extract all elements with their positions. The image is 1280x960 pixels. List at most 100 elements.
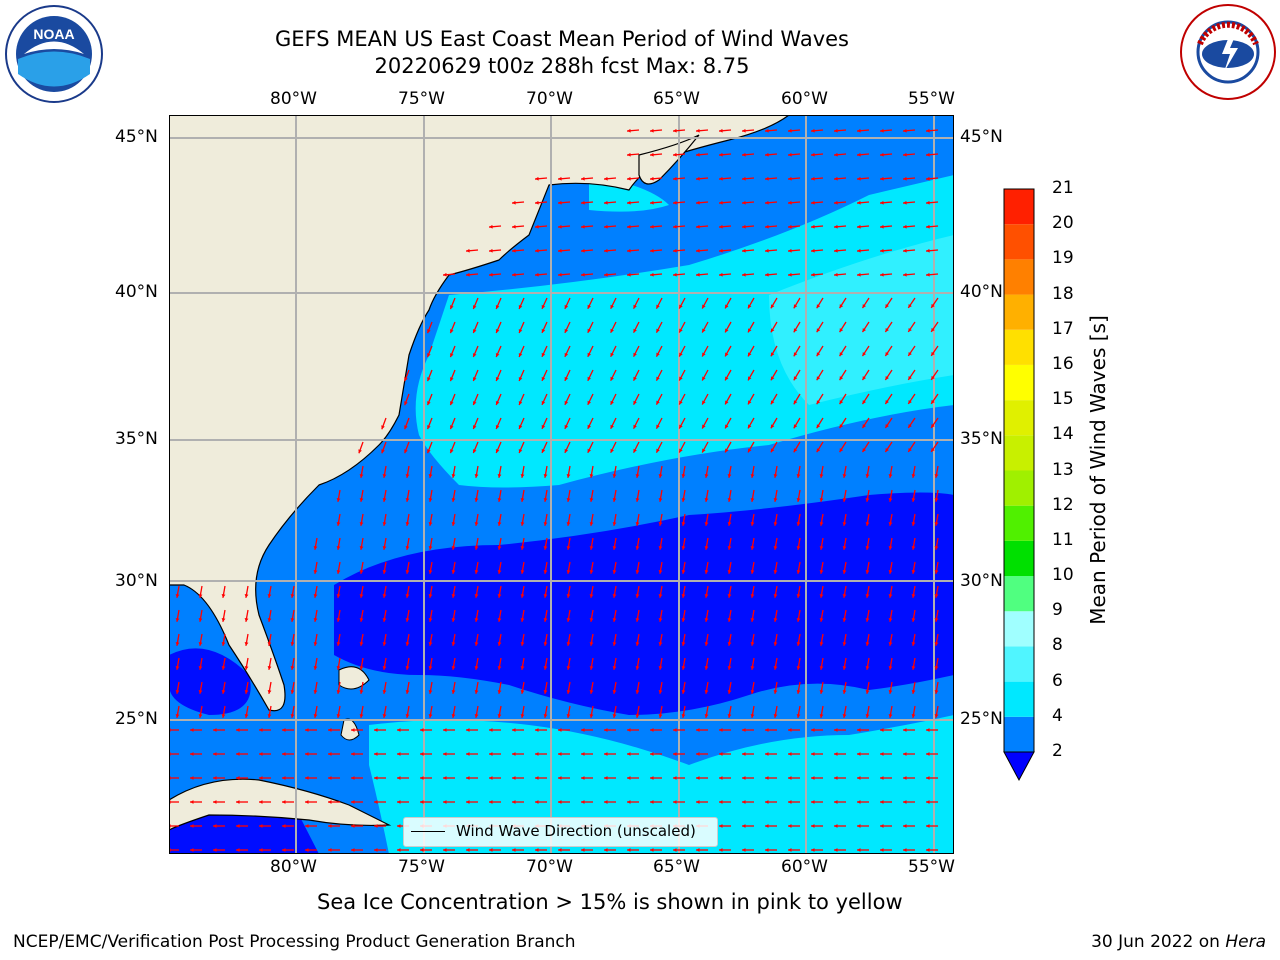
lon-label-bottom-4: 65°W [653,857,700,877]
wind-wave-arrow-head [512,200,516,205]
wind-wave-arrow-head [351,848,355,852]
wind-wave-arrow-head [589,474,594,478]
wind-wave-arrow-head [635,522,640,526]
svg-text:NOAA: NOAA [33,26,74,42]
wind-wave-arrow-head [834,848,838,852]
wind-wave-arrow-head [834,824,838,828]
wind-wave-arrow-head [673,752,677,756]
wind-wave-arrow-head [727,618,732,622]
wind-wave-arrow-head [865,714,870,718]
wind-wave-arrow-head [564,424,569,429]
wind-wave-arrow-head [244,690,249,694]
wind-wave-arrow-head [702,400,706,405]
wind-wave-arrow-head [558,800,562,804]
wind-wave-arrow-head [658,594,663,598]
wind-wave-arrow-head [397,728,401,732]
wind-wave-arrow-head [543,666,548,670]
wind-wave-arrow-head [451,474,456,478]
lat-label-right-4: 30°N [960,571,1003,591]
wind-wave-arrow-head [908,375,912,380]
wind-wave-arrow-head [788,128,792,133]
wind-wave-arrow-head [681,498,686,502]
wind-wave-arrow-head [793,424,798,429]
wind-wave-arrow-head [450,305,454,310]
wind-wave-arrow-head [190,776,194,780]
title-line-1: GEFS MEAN US East Coast Mean Period of W… [275,27,849,51]
wind-wave-arrow-head [811,176,815,181]
wind-wave-arrow-head [351,752,355,756]
colorbar-cell [1004,364,1034,401]
wind-wave-arrow-head [472,377,477,382]
wind-wave-arrow-head [518,352,523,357]
wind-wave-arrow-head [604,272,608,277]
wind-wave-arrow-head [404,401,408,406]
wind-wave-arrow-head [880,128,884,133]
wind-wave-arrow-head [497,690,502,694]
wind-wave-arrow-head [543,570,548,574]
wind-wave-arrow-head [497,642,502,646]
wind-wave-arrow-head [587,328,592,333]
wind-wave-arrow-head [650,200,654,205]
wind-wave-arrow-head [236,848,240,852]
wind-wave-arrow-head [627,728,631,732]
wind-wave-arrow-head [428,498,433,502]
wind-wave-arrow-head [650,776,654,780]
wind-wave-arrow-head [839,400,844,405]
wind-wave-arrow-head [495,377,500,382]
wind-wave-arrow-head [742,224,746,229]
footer-date-text: 30 Jun 2022 on [1091,932,1226,952]
wind-wave-arrow-head [888,618,893,622]
wind-wave-arrow-head [673,728,677,732]
wind-wave-arrow-head [727,714,732,718]
wind-wave-arrow-head [819,522,824,526]
wind-wave-arrow-head [656,352,660,357]
wind-wave-arrow-head [750,546,755,550]
wind-wave-arrow-head [190,824,194,828]
lat-label-right-3: 35°N [960,429,1003,449]
wind-wave-arrow-head [839,352,844,357]
wind-wave-arrow-head [420,800,424,804]
wind-wave-arrow-head [696,152,700,157]
wind-wave-arrow-head [443,800,447,804]
wind-wave-arrow-head [658,618,663,622]
wind-wave-arrow-head [934,714,939,718]
wind-wave-arrow-head [696,128,700,133]
wind-wave-arrow-head [535,200,539,205]
wind-wave-arrow-head [658,474,663,478]
wind-wave-arrow-head [748,352,752,357]
wind-wave-arrow-head [842,570,847,574]
wind-wave-arrow-head [610,328,614,333]
wind-wave-arrow-head [566,714,571,718]
wind-wave-arrow-head [489,272,493,277]
wind-wave-arrow-head [374,848,378,852]
wind-wave-arrow-head [374,752,378,756]
wind-wave-arrow-head [589,570,594,574]
wind-wave-arrow-head [765,152,769,157]
wind-wave-arrow-head [566,594,571,598]
graticule [169,115,954,854]
wind-wave-arrow-head [857,776,861,780]
wind-wave-arrow-head [566,546,571,550]
wind-wave-arrow-head [589,594,594,598]
colorbar-tick-label: 20 [1052,213,1074,234]
wind-wave-arrow-head [474,498,479,502]
wind-wave-arrow-head [908,399,912,404]
wind-wave-arrow-head [679,352,683,357]
lat-label-right-2: 40°N [960,282,1003,302]
wind-wave-arrow-head [773,714,778,718]
wind-wave-arrow-head [842,594,847,598]
wind-wave-arrow-head [497,522,502,526]
lat-label-right-1: 45°N [960,127,1003,147]
wind-wave-arrow-head [765,800,769,804]
colorbar-cell [1004,540,1034,577]
wind-wave-arrow-head [374,776,378,780]
wind-wave-arrow-head [259,848,263,852]
wind-wave-arrow-head [633,448,637,453]
colorbar-extend-arrow [1003,751,1035,782]
wind-wave-arrow-head [926,200,930,205]
wind-wave-arrow-head [520,594,525,598]
lon-label-top-5: 60°W [781,89,828,109]
wind-wave-arrow-head [518,400,523,405]
wind-wave-arrow-head [382,714,387,718]
wind-wave-arrow-head [908,327,912,332]
